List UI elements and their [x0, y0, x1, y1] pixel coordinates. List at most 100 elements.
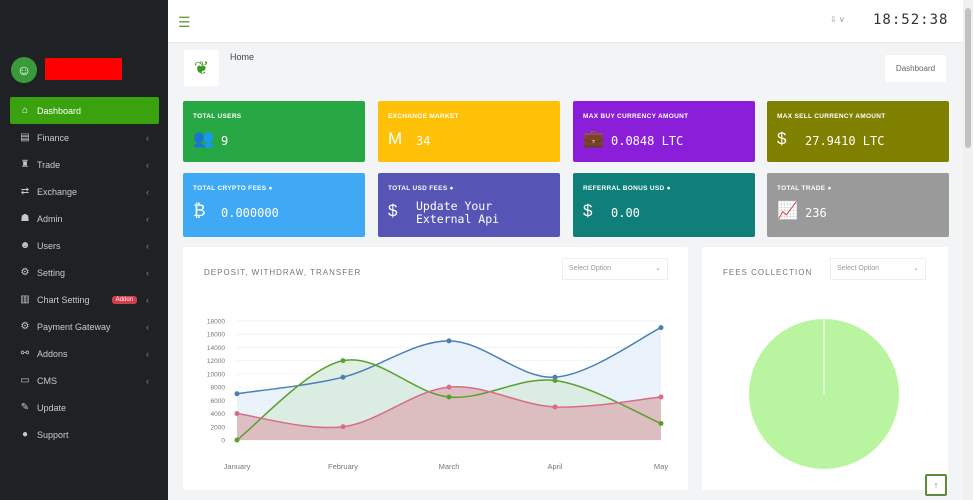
sitemap-icon: ⚯	[20, 348, 30, 359]
home-icon: ⌂	[21, 105, 29, 116]
users-icon: ☻	[19, 240, 31, 251]
gear-icon: ⚙	[20, 267, 30, 278]
exchange-icon: ⇄	[20, 186, 30, 197]
sidebar-item-label: Admin	[37, 213, 63, 224]
sidebar-item-admin[interactable]: ☗ Admin ‹	[10, 205, 159, 232]
card-value: 9	[221, 134, 229, 148]
hand-dollar-icon: $	[388, 201, 398, 220]
data-point[interactable]	[446, 338, 452, 344]
data-point[interactable]	[340, 424, 346, 430]
deposit-chart-panel: DEPOSIT, WITHDRAW, TRANSFER Select Optio…	[183, 247, 688, 490]
card-label: Max Sell Currency Amount	[777, 113, 886, 120]
card-label: Exchange Market	[388, 113, 459, 120]
topbar: ☰ ⇩ ∨ 18:52:38	[168, 0, 963, 43]
sidebar-item-update[interactable]: ✎ Update	[10, 394, 159, 421]
sidebar-item-chart-setting[interactable]: ▥ Chart Setting Addon ‹	[10, 286, 159, 313]
chart-select[interactable]: Select Option ⌄	[562, 258, 668, 280]
monitor-icon: ▭	[20, 375, 30, 386]
language-dropdown[interactable]: ⇩ ∨	[830, 15, 845, 24]
chevron-left-icon: ‹	[146, 213, 149, 224]
sidebar-item-label: Support	[37, 429, 69, 440]
leaf-icon: ❦	[184, 50, 219, 86]
hamburger-menu-icon[interactable]: ☰	[178, 14, 191, 30]
sidebar-item-dashboard[interactable]: ⌂ Dashboard	[10, 97, 159, 124]
sidebar-item-setting[interactable]: ⚙ Setting ‹	[10, 259, 159, 286]
trade-icon: ♜	[20, 159, 30, 170]
data-point[interactable]	[552, 404, 558, 410]
stat-card-total-trade: Total Trade ● 📈 236	[767, 173, 949, 237]
users-icon: 👥	[193, 129, 215, 148]
chevron-left-icon: ‹	[146, 240, 149, 251]
series-area	[237, 386, 661, 440]
y-tick-label: 18000	[207, 319, 225, 326]
data-point[interactable]	[658, 420, 664, 426]
cogs-icon: ⚙	[20, 321, 30, 332]
data-point[interactable]	[658, 325, 664, 331]
data-point[interactable]	[552, 378, 558, 383]
scrollbar-thumb[interactable]	[965, 8, 971, 148]
stat-card-exchange-market: Exchange Market M 34	[378, 101, 560, 162]
stat-card-referral-bonus-usd: Referral Bonus USD ● $0.00	[573, 173, 755, 237]
chevron-left-icon: ‹	[146, 186, 149, 197]
data-point[interactable]	[446, 394, 452, 400]
sidebar-item-label: CMS	[37, 375, 57, 386]
breadcrumb[interactable]: Home	[230, 52, 255, 62]
sidebar-item-addons[interactable]: ⚯ Addons ‹	[10, 340, 159, 367]
sidebar-item-label: Addons	[37, 348, 68, 359]
admin-icon: ☗	[20, 213, 30, 224]
sidebar-item-cms[interactable]: ▭ CMS ‹	[10, 367, 159, 394]
finance-icon: ▤	[20, 132, 30, 143]
sidebar-item-label: Payment Gateway	[37, 321, 111, 332]
sidebar-item-finance[interactable]: ▤ Finance ‹	[10, 124, 159, 151]
card-value: 0.00	[611, 206, 640, 220]
sidebar-item-label: Finance	[37, 132, 70, 143]
card-label: Total USD Fees ●	[388, 185, 454, 192]
sidebar-item-support[interactable]: ● Support	[10, 421, 159, 448]
card-value: 34	[416, 134, 431, 148]
market-icon: M	[388, 129, 403, 148]
pie-select[interactable]: Select Option ⌄	[830, 258, 926, 280]
data-point[interactable]	[340, 374, 346, 380]
sidebar-item-payment-gateway[interactable]: ⚙ Payment Gateway ‹	[10, 313, 159, 340]
data-point[interactable]	[234, 411, 240, 417]
avatar[interactable]: ☺	[11, 57, 37, 83]
data-point[interactable]	[658, 394, 664, 400]
card-label: Total Users	[193, 113, 242, 120]
sidebar-item-label: Setting	[37, 267, 66, 278]
stat-card-max-buy-currency-amount: Max Buy Currency Amount 💼 0.0848 LTC	[573, 101, 755, 162]
card-label: Total Crypto Fees ●	[193, 185, 273, 192]
data-point[interactable]	[446, 384, 452, 390]
x-tick-label: January	[224, 462, 251, 471]
tools-icon: ✎	[20, 402, 30, 413]
stat-card-max-sell-currency-amount: Max Sell Currency Amount $27.9410 LTC	[767, 101, 949, 162]
sidebar-item-trade[interactable]: ♜ Trade ‹	[10, 151, 159, 178]
data-point[interactable]	[234, 391, 240, 397]
bitcoin-icon: ₿	[193, 201, 206, 220]
data-point[interactable]	[340, 358, 346, 364]
scroll-to-top-button[interactable]: ↑	[925, 474, 947, 496]
chevron-left-icon: ‹	[146, 294, 149, 305]
y-tick-label: 6000	[211, 398, 226, 405]
stat-card-total-usd-fees: Total USD Fees ● $ Update Your External Ap…	[378, 173, 560, 237]
scrollbar[interactable]	[963, 0, 973, 500]
select-value: Select Option	[569, 265, 612, 272]
x-tick-label: March	[439, 462, 460, 471]
chevron-down-icon: ⌄	[655, 265, 661, 272]
card-value: 27.9410 LTC	[805, 134, 885, 148]
chevron-down-icon: ⌄	[913, 265, 919, 272]
sidebar-item-exchange[interactable]: ⇄ Exchange ‹	[10, 178, 159, 205]
chevron-left-icon: ‹	[146, 348, 149, 359]
sidebar-item-users[interactable]: ☻ Users ‹	[10, 232, 159, 259]
card-label: Referral Bonus USD ●	[583, 185, 671, 192]
sidebar: ☺ ⌂ Dashboard ▤ Finance ‹ ♜ Trade ‹ ⇄ Exchange ‹ ☗ A…	[0, 0, 168, 500]
card-label: Max Buy Currency Amount	[583, 113, 689, 120]
pie-chart	[749, 319, 899, 469]
x-tick-label: April	[547, 462, 562, 471]
redacted-username	[45, 58, 122, 80]
dashboard-button[interactable]: Dashboard	[885, 55, 946, 82]
chart-growth-icon: 📈	[777, 201, 799, 220]
chart-title: DEPOSIT, WITHDRAW, TRANSFER	[204, 268, 362, 277]
card-value: 0.0848 LTC	[611, 134, 684, 148]
data-point[interactable]	[234, 437, 240, 443]
chevron-left-icon: ‹	[146, 132, 149, 143]
